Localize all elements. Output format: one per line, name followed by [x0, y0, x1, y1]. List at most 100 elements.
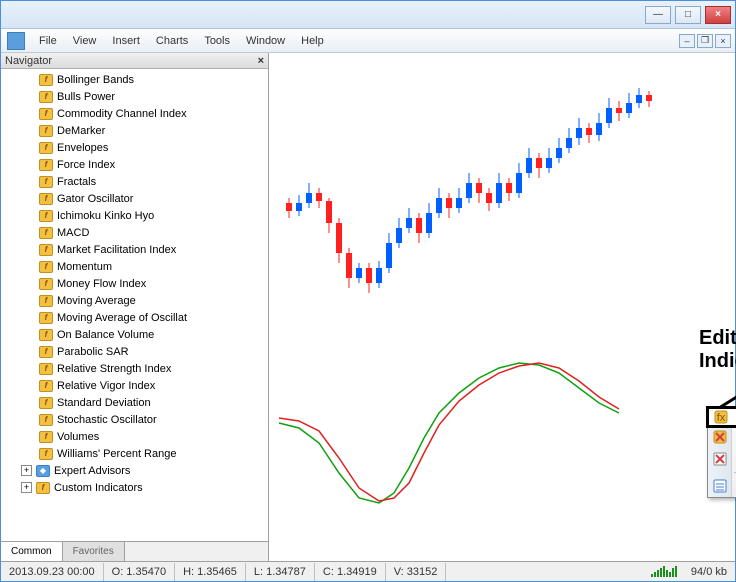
root-label: Expert Advisors — [54, 465, 130, 477]
indicator-label: Momentum — [57, 261, 112, 273]
function-icon: f — [39, 108, 53, 120]
menu-view[interactable]: View — [65, 30, 105, 52]
menu-item-delete-indicator[interactable]: Delete Indicator — [708, 426, 736, 448]
function-icon: f — [39, 244, 53, 256]
folder-icon: ◆ — [36, 465, 50, 477]
status-high: H: 1.35465 — [175, 563, 246, 581]
indicator-item[interactable]: f Commodity Channel Index — [1, 105, 268, 122]
indicator-item[interactable]: f Bulls Power — [1, 88, 268, 105]
menu-insert[interactable]: Insert — [104, 30, 148, 52]
function-icon: f — [39, 278, 53, 290]
indicator-label: On Balance Volume — [57, 329, 154, 341]
function-icon: f — [39, 448, 53, 460]
function-icon: f — [39, 346, 53, 358]
function-icon: f — [39, 431, 53, 443]
indicator-item[interactable]: fStandard Deviation — [1, 394, 268, 411]
function-icon: f — [39, 261, 53, 273]
indicator-item[interactable]: fForce Index — [1, 156, 268, 173]
chart-area[interactable]: Edit Indicator fx RVI(10) properties... — [269, 53, 735, 561]
indicator-label: Ichimoku Kinko Hyo — [57, 210, 154, 222]
list-icon — [712, 478, 728, 494]
function-icon: f — [39, 295, 53, 307]
root-label: Custom Indicators — [54, 482, 143, 494]
function-icon: f — [39, 363, 53, 375]
mdi-close-button[interactable]: × — [715, 34, 731, 48]
indicator-item[interactable]: f Ichimoku Kinko Hyo — [1, 207, 268, 224]
navigator-tree: fBollinger BandsfBulls PowerfCommodity C… — [1, 69, 268, 541]
indicator-item[interactable]: f Relative Strength Index — [1, 360, 268, 377]
function-icon: f — [39, 91, 53, 103]
navigator-tabs: Common Favorites — [1, 541, 268, 561]
indicator-item[interactable]: fDeMarker — [1, 122, 268, 139]
function-icon: f — [39, 312, 53, 324]
indicator-item[interactable]: f Gator Oscillator — [1, 190, 268, 207]
indicator-item[interactable]: fBollinger Bands — [1, 71, 268, 88]
indicator-label: MACD — [57, 227, 89, 239]
indicator-label: Bulls Power — [57, 91, 115, 103]
indicator-label: Relative Strength Index — [57, 363, 171, 375]
menu-file[interactable]: File — [31, 30, 65, 52]
status-low: L: 1.34787 — [246, 563, 315, 581]
indicator-item[interactable]: f Williams' Percent Range — [1, 445, 268, 462]
menu-charts[interactable]: Charts — [148, 30, 196, 52]
indicator-item[interactable]: f MACD — [1, 224, 268, 241]
function-icon: f — [39, 414, 53, 426]
mdi-minimize-button[interactable]: – — [679, 34, 695, 48]
tab-favorites[interactable]: Favorites — [63, 542, 125, 561]
indicator-label: Fractals — [57, 176, 96, 188]
connection-bars-icon — [645, 566, 683, 577]
navigator-close-icon[interactable]: × — [258, 55, 264, 67]
indicator-label: Relative Vigor Index — [57, 380, 155, 392]
annotation-line — [699, 353, 736, 413]
indicator-item[interactable]: fMoving Average of Oscillat — [1, 309, 268, 326]
indicator-item[interactable]: fMoving Average — [1, 292, 268, 309]
indicator-label: Bollinger Bands — [57, 74, 134, 86]
menubar: FileViewInsertChartsToolsWindowHelp – ❐ … — [1, 29, 735, 53]
statusbar: 2013.09.23 00:00 O: 1.35470 H: 1.35465 L… — [1, 561, 735, 581]
menu-window[interactable]: Window — [238, 30, 293, 52]
function-icon: f — [39, 380, 53, 392]
minimize-button[interactable]: — — [645, 6, 671, 24]
status-open: O: 1.35470 — [104, 563, 175, 581]
indicator-item[interactable]: fVolumes — [1, 428, 268, 445]
delete-window-icon — [712, 451, 728, 467]
indicator-item[interactable]: fMoney Flow Index — [1, 275, 268, 292]
function-icon: f — [39, 176, 53, 188]
tree-root-item[interactable]: + ◆ Expert Advisors — [1, 462, 268, 479]
indicator-label: Force Index — [57, 159, 115, 171]
menu-tools[interactable]: Tools — [196, 30, 238, 52]
indicator-item[interactable]: f Relative Vigor Index — [1, 377, 268, 394]
indicator-item[interactable]: f Parabolic SAR — [1, 343, 268, 360]
wrench-icon: fx — [713, 409, 729, 425]
indicator-label: Parabolic SAR — [57, 346, 129, 358]
function-icon: f — [39, 397, 53, 409]
expand-icon[interactable]: + — [21, 465, 32, 476]
expand-icon[interactable]: + — [21, 482, 32, 493]
function-icon: f — [39, 193, 53, 205]
menu-help[interactable]: Help — [293, 30, 332, 52]
tab-common[interactable]: Common — [1, 542, 63, 561]
function-icon: f — [39, 210, 53, 222]
maximize-button[interactable]: □ — [675, 6, 701, 24]
navigator-panel: Navigator × fBollinger BandsfBulls Power… — [1, 53, 269, 561]
menu-item-indicators-list[interactable]: Indicators List Ctrl+I — [708, 475, 736, 497]
menu-item-delete-window[interactable]: Delete Indicator Window — [708, 448, 736, 470]
function-icon: f — [39, 227, 53, 239]
indicator-item[interactable]: f Fractals — [1, 173, 268, 190]
function-icon: f — [39, 329, 53, 341]
indicator-item[interactable]: fMarket Facilitation Index — [1, 241, 268, 258]
menu-item-properties[interactable]: fx RVI(10) properties... — [706, 406, 736, 428]
close-button[interactable]: × — [705, 6, 731, 24]
indicator-item[interactable]: f Momentum — [1, 258, 268, 275]
status-close: C: 1.34919 — [315, 563, 386, 581]
indicator-label: Commodity Channel Index — [57, 108, 187, 120]
tree-root-item[interactable]: +fCustom Indicators — [1, 479, 268, 496]
navigator-header: Navigator × — [1, 53, 268, 69]
indicator-label: Williams' Percent Range — [57, 448, 176, 460]
indicator-label: Envelopes — [57, 142, 108, 154]
indicator-item[interactable]: fEnvelopes — [1, 139, 268, 156]
indicator-label: Gator Oscillator — [57, 193, 133, 205]
mdi-restore-button[interactable]: ❐ — [697, 34, 713, 48]
indicator-item[interactable]: f On Balance Volume — [1, 326, 268, 343]
indicator-item[interactable]: fStochastic Oscillator — [1, 411, 268, 428]
